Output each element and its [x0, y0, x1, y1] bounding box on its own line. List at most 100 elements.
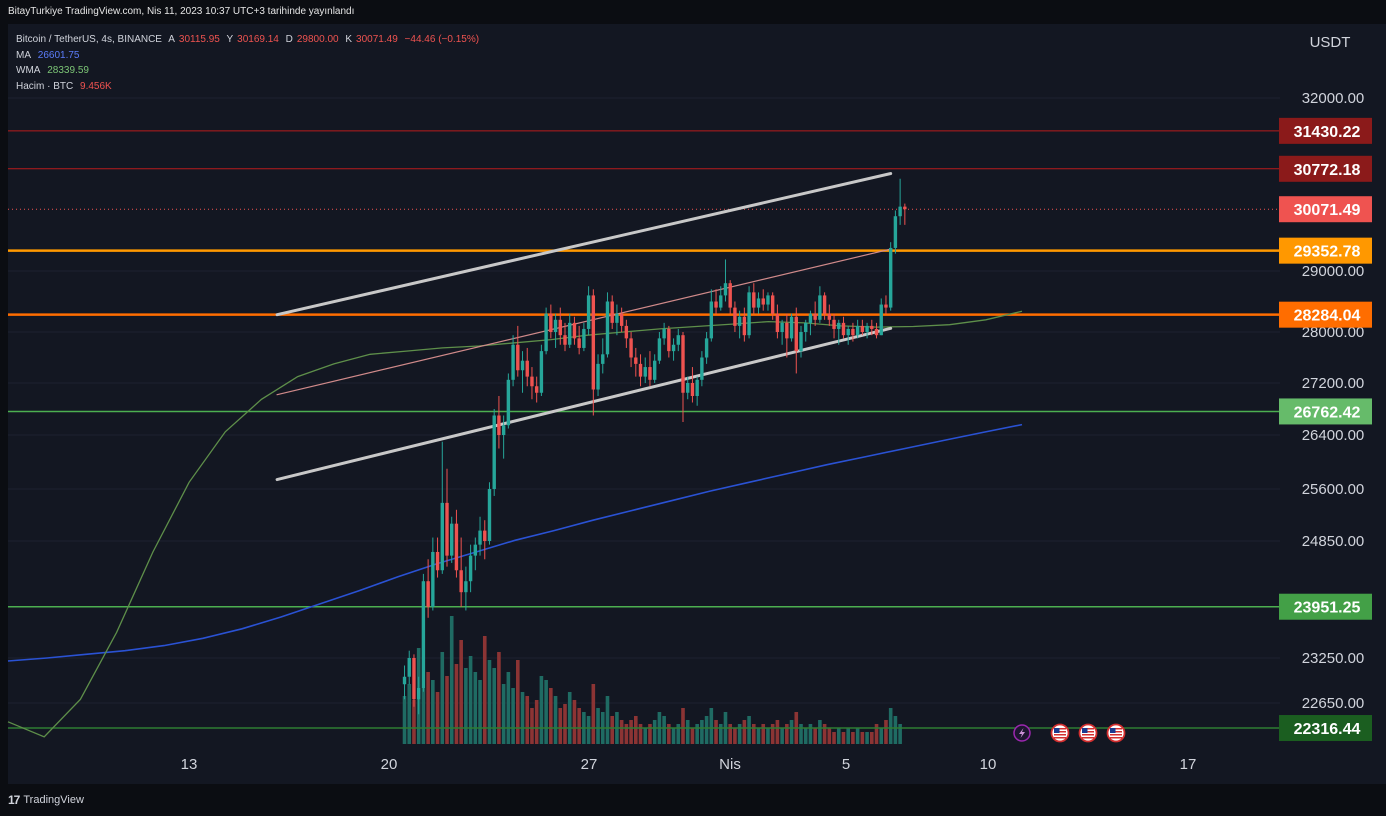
candle-body [789, 316, 794, 339]
candle [704, 332, 709, 364]
candle-body [671, 344, 676, 352]
candle-body [516, 344, 520, 371]
candle [874, 322, 879, 339]
volume-bar [785, 724, 789, 744]
candle-body [591, 295, 596, 390]
level-badge[interactable]: 30772.18 [1279, 155, 1372, 182]
candle-body [761, 298, 765, 305]
level-badge-label: 29352.78 [1294, 244, 1361, 261]
volume-bar [610, 716, 614, 744]
level-badge-bg [1279, 715, 1372, 742]
volume-bar [851, 732, 855, 744]
level-badge-bg [1279, 593, 1372, 620]
legend-ma-row[interactable]: MA 26601.75 [16, 48, 483, 64]
volume-bar [539, 676, 544, 744]
candle [870, 319, 874, 336]
candle-body [473, 544, 478, 556]
legend-wma-row[interactable]: WMA 28339.59 [16, 63, 483, 79]
candle-body [690, 383, 695, 396]
level-badge[interactable]: 26762.42 [1279, 398, 1372, 425]
level-badge-label: 22316.44 [1294, 721, 1361, 738]
tradingview-brand[interactable]: 17 TradingView [8, 793, 84, 807]
candle [497, 396, 501, 449]
volume-bar [733, 728, 737, 744]
level-badge[interactable]: 30071.49 [1279, 196, 1372, 223]
volume-bar [752, 724, 756, 744]
low-value: 29800.00 [296, 34, 339, 45]
candle [643, 357, 647, 383]
level-badge[interactable]: 29352.78 [1279, 237, 1372, 264]
candle [478, 516, 482, 556]
candle-body [733, 307, 737, 326]
volume-bar [407, 684, 412, 744]
us-flag-icon[interactable] [1050, 723, 1070, 743]
candle [407, 650, 411, 685]
candle-body [898, 206, 902, 217]
candle-body [657, 338, 662, 361]
candle-body [695, 379, 699, 396]
candle-body [841, 322, 846, 336]
candle [714, 289, 718, 314]
time-axis-pane[interactable] [8, 746, 1280, 784]
volume-bar [567, 692, 572, 744]
volume-bar [737, 724, 742, 744]
candle [898, 178, 902, 225]
volume-bar [761, 724, 766, 744]
candle [440, 441, 444, 574]
candle-body [634, 357, 638, 364]
wma-label: WMA [16, 65, 41, 76]
volume-bar [700, 720, 704, 744]
candle-body [888, 247, 893, 308]
volume-bar [431, 680, 435, 744]
volume-bar [553, 696, 558, 744]
candle-body [459, 570, 463, 593]
level-badge[interactable]: 22316.44 [1279, 715, 1372, 742]
channel-lower-line[interactable] [275, 326, 893, 482]
candle-body [506, 379, 511, 426]
candle-body [596, 363, 600, 390]
candle-body [667, 328, 671, 352]
us-flag-icon[interactable] [1106, 723, 1126, 743]
level-badge[interactable]: 31430.22 [1279, 117, 1372, 144]
candle-body [638, 363, 643, 377]
candle [671, 338, 676, 361]
lightning-icon[interactable] [1013, 724, 1031, 742]
candle-body [752, 292, 756, 308]
candle [832, 313, 836, 339]
volume-bar [619, 720, 624, 744]
candle-body [450, 523, 454, 556]
candle [582, 322, 586, 352]
y-tick-label: 28000.00 [1302, 324, 1365, 341]
volume-bar [478, 680, 482, 744]
candle [865, 322, 869, 339]
open-value: 30115.95 [178, 34, 220, 45]
level-badge[interactable]: 23951.25 [1279, 593, 1372, 620]
volume-bar [402, 696, 407, 744]
candle-body [737, 316, 742, 326]
volume-bar [718, 724, 723, 744]
candle-body [855, 325, 860, 336]
candle [662, 322, 666, 345]
level-badge-bg [1279, 398, 1372, 425]
x-tick-label: 10 [980, 756, 997, 773]
volume-bar [836, 728, 841, 744]
legend-volume-row[interactable]: Hacim · BTC 9.456K [16, 79, 483, 95]
channel-upper-line[interactable] [275, 172, 893, 317]
us-flag-icon[interactable] [1078, 723, 1098, 743]
candle [511, 335, 515, 387]
candle-body [412, 658, 416, 700]
level-badge[interactable]: 28284.04 [1279, 301, 1372, 328]
candle [667, 325, 671, 358]
volume-bar [577, 708, 581, 744]
candle [454, 509, 459, 578]
volume-bar [558, 708, 563, 744]
publish-text: BitayTurkiye TradingView.com, Nis 11, 20… [8, 6, 355, 17]
channel-mid-line[interactable] [276, 248, 892, 396]
legend-symbol-row[interactable]: Bitcoin / TetherUS, 4s, BINANCE A 30115.9… [16, 32, 483, 48]
candle [577, 325, 581, 355]
candle-body [549, 313, 553, 332]
candle-body [846, 328, 850, 336]
volume-bar [898, 724, 902, 744]
volume-bar [803, 728, 808, 744]
